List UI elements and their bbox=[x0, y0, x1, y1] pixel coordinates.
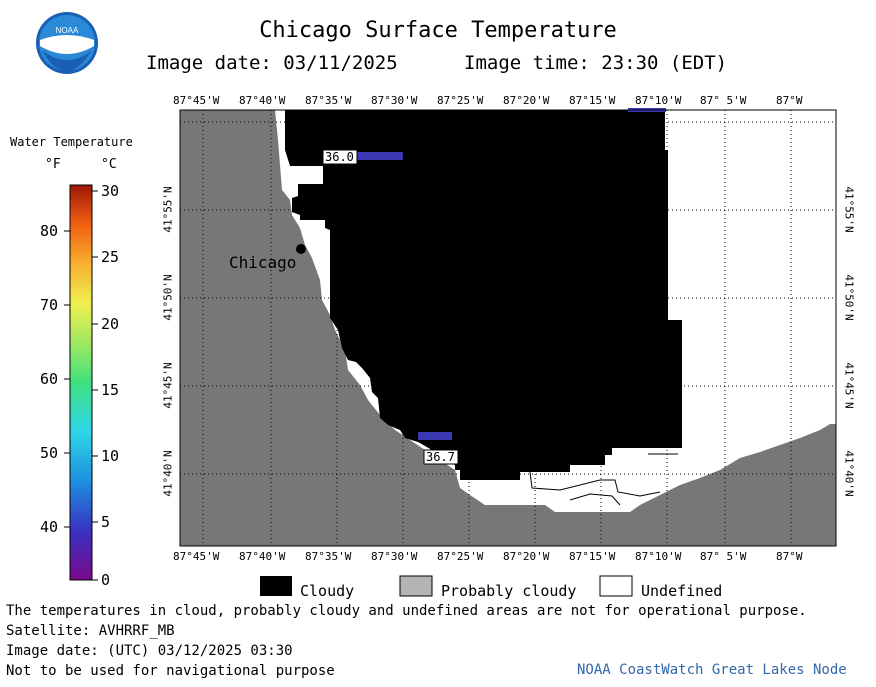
lon-label-top: 87°10'W bbox=[635, 94, 682, 107]
lat-label-left: 41°40'N bbox=[161, 450, 175, 497]
logo-text: NOAA bbox=[56, 26, 79, 35]
image-time: Image time: 23:30 (EDT) bbox=[464, 52, 728, 74]
colorbar-f-tick: 60 bbox=[40, 370, 59, 388]
map-title: Chicago Surface Temperature bbox=[259, 18, 617, 43]
image-date: Image date: 03/11/2025 bbox=[146, 52, 398, 74]
lat-label-right: 41°45'N bbox=[842, 362, 856, 409]
lon-label-top: 87°35'W bbox=[305, 94, 352, 107]
disclaimer-text: The temperatures in cloud, probably clou… bbox=[6, 603, 807, 619]
lon-label-top: 87°40'W bbox=[239, 94, 286, 107]
land-area bbox=[180, 110, 836, 546]
city-label-chicago: Chicago bbox=[229, 253, 297, 272]
chicago-marker bbox=[296, 244, 306, 254]
lat-label-right: 41°40'N bbox=[842, 450, 856, 497]
lon-label-bottom: 87° 5'W bbox=[700, 550, 747, 563]
lat-label-left: 41°55'N bbox=[161, 186, 175, 233]
colorbar-c-tick: 15 bbox=[101, 381, 120, 399]
colorbar-c-tick: 5 bbox=[101, 513, 111, 531]
lon-label-bottom: 87°40'W bbox=[239, 550, 286, 563]
water-strip-north bbox=[353, 152, 403, 160]
key-undefined-label: Undefined bbox=[641, 582, 723, 600]
colorbar-title: Water Temperature bbox=[10, 135, 133, 149]
temp-label: 36.0 bbox=[325, 150, 354, 164]
noaa-logo-icon: NOAA bbox=[36, 12, 98, 74]
key-cloudy-swatch bbox=[260, 576, 292, 596]
lon-label-bottom: 87°45'W bbox=[173, 550, 220, 563]
lon-label-top: 87°25'W bbox=[437, 94, 484, 107]
colorbar-f-tick: 50 bbox=[40, 444, 59, 462]
lat-label-left: 41°45'N bbox=[161, 362, 175, 409]
nav-warning-text: Not to be used for navigational purpose bbox=[6, 663, 335, 679]
lon-label-bottom: 87°30'W bbox=[371, 550, 418, 563]
colorbar-f-tick: 70 bbox=[40, 296, 59, 314]
lon-label-top: 87°W bbox=[776, 94, 803, 107]
colorbar-c-tick: 30 bbox=[101, 182, 120, 200]
credit-link[interactable]: NOAA CoastWatch Great Lakes Node bbox=[577, 662, 847, 678]
colorbar bbox=[69, 184, 93, 581]
cloud-area bbox=[285, 110, 682, 480]
lon-label-top: 87° 5'W bbox=[700, 94, 747, 107]
lon-label-bottom: 87°25'W bbox=[437, 550, 484, 563]
lat-label-left: 41°50'N bbox=[161, 274, 175, 321]
lon-label-top: 87°15'W bbox=[569, 94, 616, 107]
water-strip-south bbox=[418, 432, 452, 440]
colorbar-unit-c: °C bbox=[101, 157, 117, 172]
colorbar-f-tick: 40 bbox=[40, 518, 59, 536]
lon-label-bottom: 87°W bbox=[776, 550, 803, 563]
colorbar-c-tick: 25 bbox=[101, 248, 120, 266]
lon-label-bottom: 87°35'W bbox=[305, 550, 352, 563]
lon-label-top: 87°45'W bbox=[173, 94, 220, 107]
satellite-text: Satellite: AVHRRF_MB bbox=[6, 623, 175, 639]
colorbar-unit-f: °F bbox=[45, 157, 61, 172]
utc-date-text: Image date: (UTC) 03/12/2025 03:30 bbox=[6, 643, 293, 659]
key-probably-cloudy-swatch bbox=[399, 575, 433, 597]
colorbar-c-tick: 10 bbox=[101, 447, 120, 465]
lon-label-bottom: 87°10'W bbox=[635, 550, 682, 563]
key-cloudy-label: Cloudy bbox=[300, 582, 355, 600]
temp-label: 36.7 bbox=[426, 450, 455, 464]
lon-label-bottom: 87°20'W bbox=[503, 550, 550, 563]
lat-label-right: 41°50'N bbox=[842, 274, 856, 321]
colorbar-c-tick: 20 bbox=[101, 315, 120, 333]
lat-label-right: 41°55'N bbox=[842, 186, 856, 233]
map-area bbox=[179, 108, 837, 547]
key-undefined-swatch bbox=[599, 575, 633, 597]
lon-label-top: 87°30'W bbox=[371, 94, 418, 107]
lon-label-bottom: 87°15'W bbox=[569, 550, 616, 563]
key-probably-cloudy-label: Probably cloudy bbox=[441, 582, 577, 600]
lon-label-top: 87°20'W bbox=[503, 94, 550, 107]
colorbar-c-tick: 0 bbox=[101, 571, 111, 589]
colorbar-f-tick: 80 bbox=[40, 222, 59, 240]
